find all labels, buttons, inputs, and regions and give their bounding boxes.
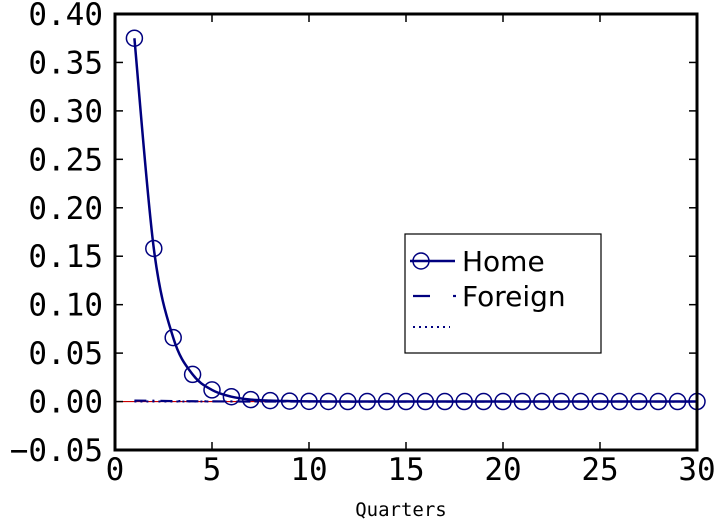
- y-tick-label: 0.40: [28, 0, 103, 33]
- x-tick-label: 30: [678, 452, 715, 488]
- series-home-point: [203, 381, 221, 399]
- legend-box: [404, 233, 602, 354]
- series-home-point: [377, 392, 396, 411]
- y-tick-label: 0.30: [28, 94, 103, 130]
- y-tick-label: 0.25: [28, 142, 103, 178]
- series-home-point: [533, 392, 551, 411]
- series-home-point: [474, 392, 493, 411]
- x-tick-label: 25: [581, 452, 618, 488]
- series-home-point: [436, 392, 454, 411]
- series-home-point: [125, 29, 144, 47]
- series-home-point: [261, 391, 279, 410]
- series-home-point: [649, 392, 667, 411]
- series-home-point: [280, 392, 299, 410]
- series-home-point: [416, 392, 435, 411]
- series-home-point: [222, 387, 241, 406]
- series-home-point: [339, 392, 357, 411]
- x-tick-label: 15: [387, 452, 424, 488]
- legend-foreign-label: Foreign: [462, 280, 566, 313]
- series-home-point: [397, 392, 415, 411]
- series-home-point: [668, 392, 687, 411]
- series-home-point: [552, 392, 570, 411]
- series-home-point: [513, 392, 532, 411]
- series-home-point: [455, 392, 473, 411]
- x-tick-label: 20: [484, 452, 521, 488]
- series-home-point: [319, 392, 338, 411]
- y-tick-label: 0.10: [28, 288, 103, 324]
- series-home-point: [571, 392, 590, 411]
- series-home-point: [242, 390, 260, 409]
- series-home-point: [300, 392, 318, 411]
- y-tick-label: 0.35: [28, 45, 103, 81]
- x-tick-label: 10: [290, 452, 327, 488]
- legend-home-label: Home: [462, 245, 545, 278]
- y-tick-label: 0.05: [28, 336, 103, 372]
- y-tick-label: 0.15: [28, 239, 103, 275]
- series-home-point: [494, 392, 512, 411]
- x-tick-label: 5: [203, 452, 222, 488]
- plot-frame: [113, 12, 699, 452]
- series-home-point: [610, 392, 629, 411]
- y-tick-label: −0.05: [10, 433, 103, 469]
- y-tick-label: 0.00: [28, 385, 103, 421]
- x-axis-title: Quarters: [355, 499, 447, 520]
- series-home-point: [591, 392, 609, 411]
- series-home-point: [145, 239, 163, 258]
- series-home-point: [630, 392, 648, 411]
- y-tick-label: 0.20: [28, 191, 103, 227]
- series-home-point: [183, 365, 202, 384]
- series-home-point: [164, 328, 182, 347]
- legend-home-marker: [412, 252, 430, 270]
- x-tick-label: 0: [106, 452, 125, 488]
- series-home-point: [358, 392, 376, 411]
- series-home-line: [133, 38, 697, 403]
